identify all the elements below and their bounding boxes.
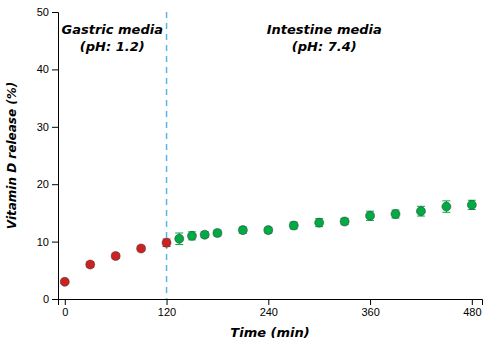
x-axis-title: Time (min) <box>230 325 309 340</box>
point <box>200 230 209 239</box>
point <box>442 202 451 211</box>
tick: 120 <box>158 299 176 318</box>
error-cap <box>442 200 450 201</box>
point <box>137 244 146 253</box>
tick: 480 <box>463 299 481 318</box>
reference-line <box>166 12 168 299</box>
tick-mark <box>472 299 473 305</box>
tick-mark <box>52 127 58 128</box>
tick-label: 30 <box>37 121 49 133</box>
tick-label: 20 <box>37 178 49 190</box>
error-bar <box>417 206 425 216</box>
point <box>111 251 120 260</box>
tick: 360 <box>361 299 379 318</box>
tick: 0 <box>43 293 58 305</box>
tick: 20 <box>37 178 58 190</box>
y-axis-title: Vitamin D release (%) <box>5 82 19 229</box>
tick-mark <box>52 12 58 13</box>
point <box>238 226 247 235</box>
point <box>86 260 95 269</box>
tick-mark <box>52 69 58 70</box>
annotation-text: Intestine media <box>267 22 382 37</box>
point <box>467 200 476 209</box>
point <box>315 218 324 227</box>
chart-container: 0 120 240 360 480 0 10 20 30 40 50 Gastric media (pH… <box>0 0 500 345</box>
tick: 40 <box>37 63 58 75</box>
tick-label: 240 <box>260 306 278 318</box>
annotation: Gastric media (pH: 1.2) <box>62 22 163 54</box>
tick: 240 <box>260 299 278 318</box>
point <box>340 217 349 226</box>
tick-mark <box>65 299 66 305</box>
annotation-text: Gastric media <box>62 22 163 37</box>
point <box>60 277 69 286</box>
tick: 50 <box>37 6 58 18</box>
error-bar <box>392 210 400 218</box>
point <box>187 231 196 240</box>
error-cap <box>175 244 183 245</box>
point <box>391 210 400 219</box>
axis-line <box>59 300 483 306</box>
axis-line <box>52 13 59 300</box>
tick-label: 10 <box>37 236 49 248</box>
plot: 0 120 240 360 480 0 10 20 30 40 50 Gastric media (pH… <box>37 6 483 318</box>
error-bar <box>315 219 323 227</box>
series <box>60 238 171 286</box>
point <box>366 211 375 220</box>
tick-mark <box>167 299 168 305</box>
tick-mark <box>370 299 371 305</box>
annotation-text: (pH: 7.4) <box>292 39 357 54</box>
point <box>264 226 273 235</box>
error-cap <box>442 212 450 213</box>
tick-mark <box>52 299 58 300</box>
tick-label: 0 <box>62 306 68 318</box>
annotation: Intestine media (pH: 7.4) <box>267 22 382 54</box>
tick: 0 <box>62 299 68 318</box>
point <box>175 234 184 243</box>
error-bar <box>188 232 196 240</box>
tick-label: 480 <box>463 306 481 318</box>
point <box>416 207 425 216</box>
annotation-text: (pH: 1.2) <box>80 39 145 54</box>
tick-mark <box>268 299 269 305</box>
point <box>162 238 171 247</box>
chart: 0 120 240 360 480 0 10 20 30 40 50 Gastric media (pH… <box>0 0 500 345</box>
tick-label: 120 <box>158 306 176 318</box>
tick: 30 <box>37 121 58 133</box>
error-bar <box>442 201 450 212</box>
error-bar <box>468 200 476 209</box>
tick-label: 360 <box>361 306 379 318</box>
point <box>289 221 298 230</box>
marks <box>60 12 476 299</box>
tick: 10 <box>37 236 58 248</box>
tick-label: 0 <box>43 293 49 305</box>
point <box>213 228 222 237</box>
error-bar <box>175 233 183 244</box>
tick-mark <box>52 242 58 243</box>
tick-label: 40 <box>37 63 49 75</box>
tick-label: 50 <box>37 6 49 18</box>
tick-mark <box>52 184 58 185</box>
error-bar <box>163 239 171 246</box>
error-cap <box>175 232 183 233</box>
error-bar <box>366 211 374 220</box>
series <box>175 200 477 244</box>
x-axis: 0 120 240 360 480 <box>59 299 483 318</box>
y-axis: 0 10 20 30 40 50 <box>37 6 59 305</box>
